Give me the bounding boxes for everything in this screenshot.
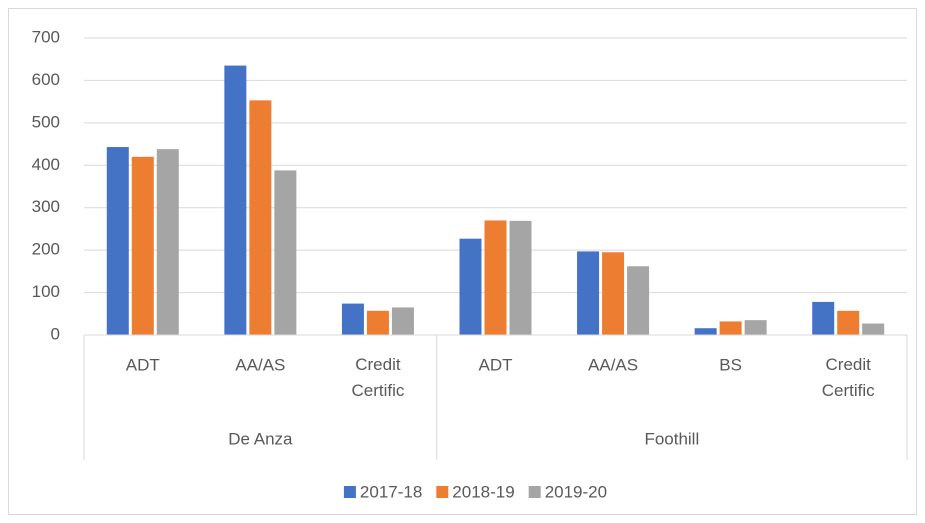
- bar: [862, 323, 885, 335]
- bar: [694, 328, 717, 335]
- y-tick-label: 300: [32, 197, 60, 216]
- bar: [602, 252, 625, 335]
- group-label: Foothill: [644, 429, 699, 448]
- bar: [391, 307, 414, 335]
- legend-label: 2018-19: [452, 482, 514, 501]
- bar: [249, 100, 272, 336]
- bar: [627, 266, 650, 335]
- legend: 2017-18 2018-19 2019-20: [343, 482, 607, 501]
- group-label: De Anza: [228, 429, 293, 448]
- legend-swatch: [343, 486, 356, 498]
- bar: [812, 301, 835, 335]
- bar: [156, 149, 179, 335]
- y-tick-label: 700: [32, 27, 60, 46]
- bar: [341, 303, 364, 335]
- bar: [484, 220, 507, 335]
- y-tick-label: 400: [32, 155, 60, 174]
- x-tick-label: AA/AS: [588, 355, 638, 374]
- bar: [106, 147, 129, 335]
- x-tick-label: BS: [719, 355, 742, 374]
- bar: [366, 310, 389, 335]
- y-tick-label: 100: [32, 282, 60, 301]
- y-tick-label: 200: [32, 240, 60, 259]
- y-tick-label: 600: [32, 70, 60, 89]
- legend-label: 2019-20: [545, 482, 607, 501]
- bar: [577, 251, 600, 335]
- y-tick-label: 500: [32, 112, 60, 131]
- y-tick-label: 0: [51, 324, 60, 343]
- bar: [744, 320, 767, 335]
- bar: [459, 238, 482, 335]
- x-tick-label: AA/AS: [235, 355, 285, 374]
- bar: [131, 156, 154, 335]
- bar: [274, 170, 297, 335]
- bar: [509, 220, 532, 335]
- x-tick-label: Credit Certific: [351, 355, 404, 400]
- legend-swatch: [528, 486, 541, 498]
- x-tick-label: ADT: [126, 355, 160, 374]
- bar: [837, 310, 860, 335]
- x-tick-label: ADT: [479, 355, 513, 374]
- bar: [719, 321, 742, 335]
- bar: [224, 65, 247, 335]
- legend-swatch: [436, 486, 449, 498]
- x-tick-label: Credit Certific: [822, 355, 875, 400]
- legend-label: 2017-18: [360, 482, 422, 501]
